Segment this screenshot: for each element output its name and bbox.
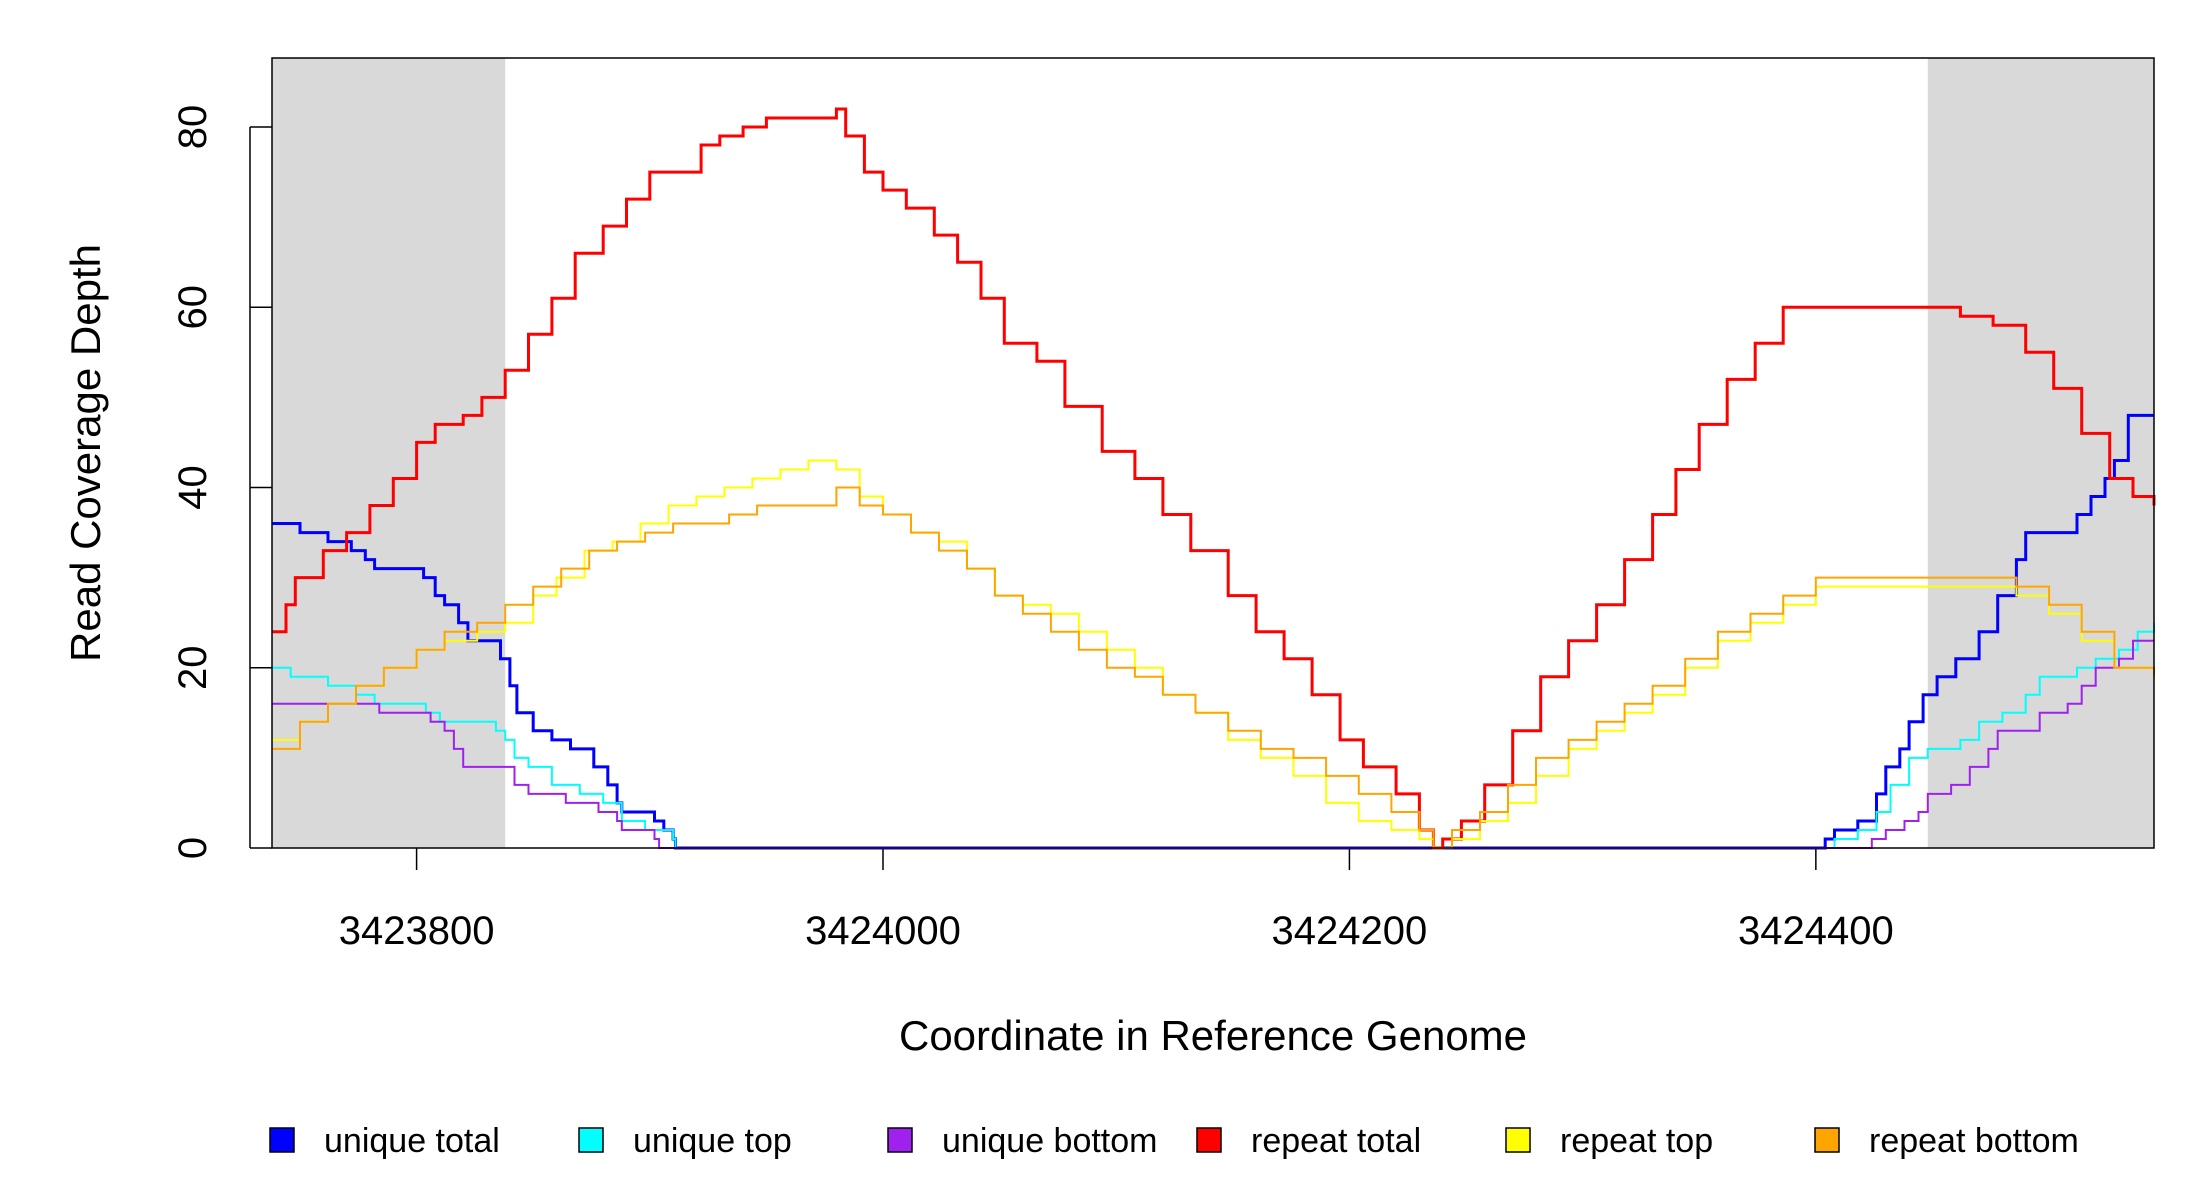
x-tick-labels: 3423800 3424000 3424200 3424400 [339,909,1894,953]
legend-item-repeat-total: repeat total [1196,1122,1421,1160]
shaded-region-1 [1927,58,2154,848]
series-lines [272,107,2156,850]
y-tick-label-3: 60 [171,285,215,330]
series-line-repeat-total [272,107,2156,850]
legend: unique total unique top unique bottom repea… [269,1122,2079,1160]
grid-ticks [249,126,1817,870]
legend-item-unique-total: unique total [269,1122,500,1160]
legend-item-unique-bottom: unique bottom [887,1122,1158,1160]
legend-item-repeat-top: repeat top [1505,1122,1713,1160]
legend-swatch [887,1127,913,1153]
y-tick-labels: 0 20 40 60 80 [171,105,215,859]
legend-label: unique top [633,1122,792,1160]
legend-swatch [1196,1127,1222,1153]
legend-item-repeat-bottom: repeat bottom [1814,1122,2079,1160]
x-tick-label-3: 3424400 [1738,909,1894,953]
x-axis-title: Coordinate in Reference Genome [899,1012,1527,1059]
series-line-repeat-bottom [272,486,2155,849]
legend-swatch [1505,1127,1531,1153]
legend-label: repeat bottom [1869,1122,2079,1160]
y-tick-label-0: 0 [171,837,215,859]
y-axis-title: Read Coverage Depth [62,244,109,662]
x-tick-label-0: 3423800 [339,909,495,953]
plot-frame [271,57,2155,849]
series-line-unique-top [272,622,2155,849]
legend-swatch [578,1127,604,1153]
legend-label: repeat top [1560,1122,1713,1160]
legend-label: repeat total [1251,1122,1421,1160]
y-tick-label-2: 40 [171,465,215,510]
legend-swatch [269,1127,295,1153]
series-line-unique-total [272,413,2154,850]
series-line-repeat-top [272,459,2155,849]
shaded-region-0 [272,58,506,848]
legend-swatch [1814,1127,1840,1153]
legend-label: unique bottom [942,1122,1158,1160]
shaded-regions [272,58,2154,848]
x-tick-label-1: 3424000 [805,909,961,953]
series-line-unique-bottom [272,639,2154,849]
legend-label: unique total [324,1122,500,1160]
x-tick-label-2: 3424200 [1272,909,1428,953]
y-tick-label-1: 20 [171,646,215,691]
legend-item-unique-top: unique top [578,1122,792,1160]
y-tick-label-4: 80 [171,105,215,150]
